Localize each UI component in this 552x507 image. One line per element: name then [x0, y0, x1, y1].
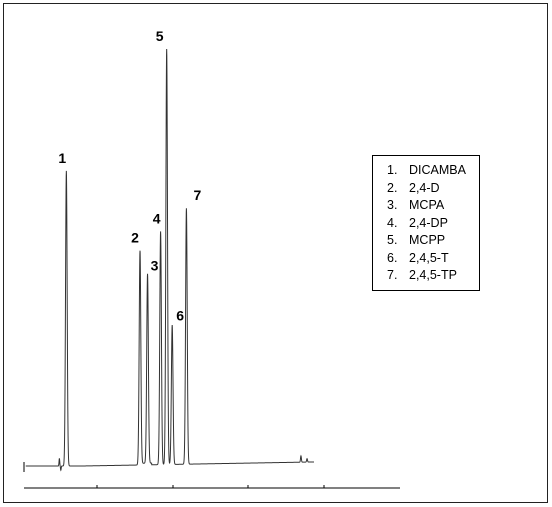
chromatogram-trace — [25, 48, 314, 472]
legend-item: 6. 2,4,5-T — [387, 250, 479, 268]
peak-label-4: 4 — [153, 210, 161, 226]
legend-item: 2. 2,4-D — [387, 180, 479, 198]
peak-label-1: 1 — [58, 150, 66, 166]
legend: 1. DICAMBA 2. 2,4-D 3. MCPA 4. 2,4-DP 5. MCPP 6. 2,… — [372, 155, 480, 291]
legend-item: 4. 2,4-DP — [387, 215, 479, 233]
legend-item-number: 3. — [387, 198, 398, 212]
legend-item-number: 4. — [387, 215, 398, 230]
peak-label-7: 7 — [194, 187, 202, 203]
peak-label-2: 2 — [131, 230, 139, 246]
legend-item-label: 2,4,5-TP — [409, 268, 457, 282]
legend-item: 3. MCPA — [387, 197, 479, 215]
legend-item-label: 2,4-D — [409, 180, 440, 195]
legend-item-label: MCPA — [409, 198, 445, 212]
legend-item-number: 5. — [387, 233, 398, 247]
peak-label-3: 3 — [151, 258, 159, 274]
legend-item-number: 7. — [387, 268, 398, 282]
legend-item-number: 1. — [387, 163, 398, 177]
x-axis-ticks — [96, 485, 325, 488]
peak-label-5: 5 — [156, 28, 164, 44]
legend-item-number: 6. — [387, 250, 398, 265]
legend-item-label: 2,4-DP — [409, 215, 448, 230]
legend-item: 7. 2,4,5-TP — [387, 267, 479, 285]
legend-item: 1. DICAMBA — [387, 162, 479, 180]
peak-label-6: 6 — [176, 308, 184, 324]
legend-item-label: DICAMBA — [409, 163, 466, 177]
legend-item-number: 2. — [387, 180, 398, 195]
legend-item-label: MCPP — [409, 233, 446, 247]
legend-item-label: 2,4,5-T — [409, 250, 449, 265]
legend-item: 5. MCPP — [387, 232, 479, 250]
